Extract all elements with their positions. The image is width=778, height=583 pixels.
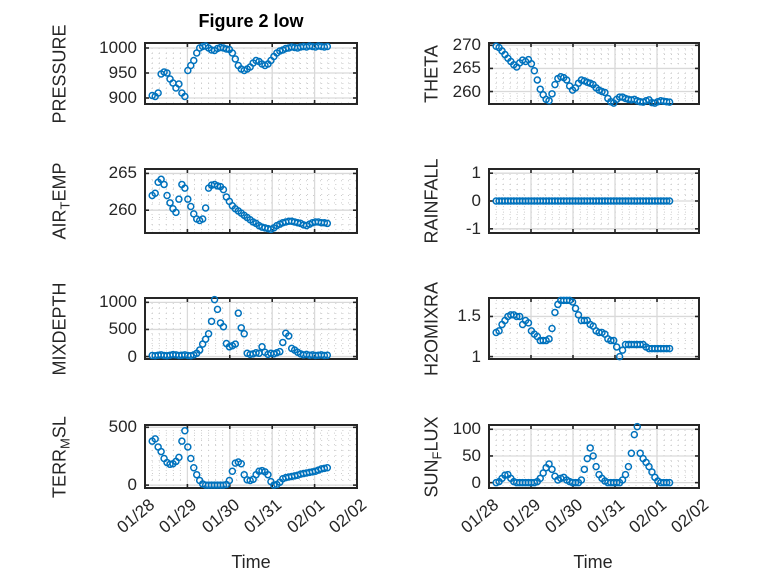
tick-marks (144, 169, 358, 233)
y-tick-label-h2omixra: 1.5 (457, 306, 481, 326)
y-tick-label-terr-msl: 0 (127, 475, 137, 495)
y-axis-label-sun-flux: SUNFLUX (421, 416, 445, 497)
y-tick-label-rainfall: 1 (471, 163, 481, 183)
major-grid (489, 169, 699, 233)
y-tick-label-air-temp: 260 (108, 200, 137, 220)
y-tick-label-rainfall: 0 (471, 191, 481, 210)
y-axis-label-text: AIR (49, 209, 70, 240)
y-axis-label-text: LUX (421, 416, 442, 452)
minor-grid (489, 169, 699, 233)
x-tick-label: 01/28 (113, 495, 159, 537)
data-markers-terr-msl (148, 427, 332, 489)
y-tick-label-theta: 270 (452, 35, 481, 55)
y-axis-label-text: EMP (49, 162, 70, 202)
x-tick-label: 02/02 (325, 495, 371, 537)
x-tick-label: 02/01 (625, 495, 671, 537)
y-tick-label-mixdepth: 1000 (99, 292, 137, 312)
x-axis-label-left: Time (231, 552, 271, 572)
y-tick-label-sun-flux: 100 (452, 419, 481, 439)
y-axis-label-text: H2OMIXRA (421, 281, 442, 376)
x-tick-label: 01/30 (198, 495, 244, 537)
subplot-sun-flux (488, 422, 700, 489)
y-axis-label-terr-msl: TERRMSL (49, 415, 73, 498)
x-tick-label: 01/29 (499, 495, 545, 537)
data-markers-sun-flux (492, 422, 674, 487)
y-tick-label-rainfall: -1 (465, 218, 481, 238)
subplot-rainfall (488, 168, 700, 234)
y-axis-label-subscript: M (57, 437, 73, 449)
data-markers-pressure (148, 42, 332, 101)
x-tick-label: 01/31 (583, 495, 629, 537)
figure-title: Figure 2 low (198, 11, 304, 31)
y-tick-label-theta: 260 (452, 81, 481, 101)
y-axis-label-pressure: PRESSURE (50, 24, 71, 123)
subplot-mixdepth (144, 295, 358, 360)
y-axis-label-text: THETA (421, 44, 442, 103)
y-tick-label-sun-flux: 0 (471, 472, 481, 492)
y-axis-label-rainfall: RAINFALL (422, 158, 443, 243)
y-tick-label-air-temp: 265 (108, 163, 137, 183)
subplot-h2omixra (488, 296, 700, 361)
y-tick-label-h2omixra: 1 (471, 346, 481, 366)
data-markers-theta (492, 42, 674, 107)
x-tick-label: 02/02 (667, 495, 713, 537)
tick-marks (488, 169, 700, 233)
y-axis-label-text: SUN (421, 458, 442, 497)
x-tick-label: 01/28 (457, 495, 503, 537)
subplot-pressure (144, 42, 358, 105)
y-tick-label-mixdepth: 500 (108, 319, 137, 339)
subplot-air-temp (144, 168, 358, 234)
x-tick-label: 01/29 (155, 495, 201, 537)
y-tick-label-pressure: 1000 (99, 38, 137, 57)
y-tick-label-sun-flux: 50 (462, 445, 481, 465)
x-axis-label-right: Time (573, 552, 613, 572)
data-markers-rainfall (492, 197, 674, 205)
y-axis-label-h2omixra: H2OMIXRA (422, 281, 443, 375)
y-axis-label-text: SL (49, 415, 70, 438)
y-axis-label-text: TERR (49, 448, 70, 498)
y-axis-label-text: PRESSURE (49, 23, 70, 124)
y-axis-label-subscript: T (57, 201, 73, 210)
y-axis-label-mixdepth: MIXDEPTH (50, 282, 71, 375)
y-tick-label-terr-msl: 500 (108, 417, 137, 437)
y-axis-label-text: MIXDEPTH (49, 281, 70, 376)
data-markers-mixdepth (148, 295, 332, 360)
subplot-terr-msl (144, 424, 358, 489)
x-tick-label: 02/01 (283, 495, 328, 537)
y-tick-label-theta: 265 (452, 58, 481, 78)
y-tick-label-pressure: 950 (108, 63, 137, 82)
tick-marks (144, 425, 358, 488)
tick-marks (488, 298, 700, 359)
y-tick-label-pressure: 900 (108, 88, 137, 107)
data-markers-h2omixra (492, 296, 674, 361)
minor-grid (145, 425, 357, 488)
y-tick-label-mixdepth: 0 (127, 346, 137, 366)
y-axis-label-text: RAINFALL (421, 158, 442, 244)
major-grid (145, 169, 357, 233)
data-markers-air-temp (148, 175, 332, 234)
x-tick-label: 01/30 (541, 495, 587, 537)
subplot-theta (488, 42, 700, 107)
x-tick-label: 01/31 (240, 495, 286, 537)
y-axis-label-air-temp: AIRTEMP (49, 162, 73, 240)
tick-marks (144, 43, 358, 104)
y-axis-label-theta: THETA (422, 45, 443, 103)
y-axis-label-subscript: F (429, 451, 445, 459)
